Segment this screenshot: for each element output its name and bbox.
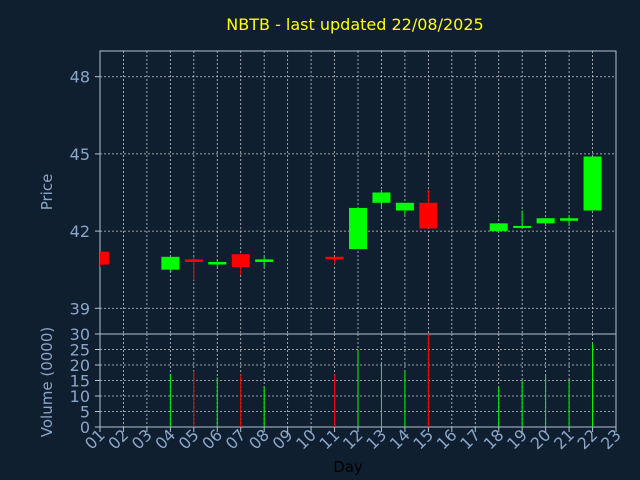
candle	[372, 189, 391, 208]
candle-body	[231, 254, 250, 268]
candle-body	[255, 259, 274, 262]
chart-title: NBTB - last updated 22/08/2025	[226, 15, 483, 34]
candle	[255, 256, 274, 268]
candle	[208, 259, 227, 268]
candles	[100, 156, 602, 280]
price-tick-label: 48	[70, 68, 90, 87]
candle-body	[372, 192, 391, 203]
volume-tick-label: 15	[70, 372, 90, 391]
price-axis-label: Price	[38, 174, 56, 211]
candle	[560, 215, 579, 226]
x-tick-label: 23	[597, 425, 625, 453]
volume-tick-label: 25	[70, 341, 90, 360]
candle	[100, 251, 109, 268]
x-axis-label: Day	[333, 458, 363, 476]
price-tick-label: 39	[70, 299, 90, 318]
volume-tick-label: 5	[80, 403, 90, 422]
x-axis-ticks: 0102030405060708091011121314151617181920…	[81, 425, 625, 453]
volume-tick-label: 20	[70, 356, 90, 375]
candle	[325, 256, 344, 265]
candle	[489, 223, 508, 232]
candle	[583, 156, 602, 211]
candle	[231, 254, 250, 275]
volume-tick-label: 30	[70, 325, 90, 344]
candle	[161, 256, 180, 273]
price-panel: 39 42 45 48	[70, 50, 617, 335]
volume-tick-label: 10	[70, 387, 90, 406]
candle-body	[489, 223, 508, 232]
candle	[513, 210, 532, 229]
candle-body	[395, 202, 414, 211]
candle-body	[349, 207, 367, 250]
candle-body	[208, 261, 227, 265]
candle-body	[100, 251, 109, 265]
candle-body	[536, 218, 555, 224]
candle	[395, 202, 414, 216]
candle	[349, 207, 367, 250]
candle-body	[325, 256, 344, 260]
volume-axis-label: Volume (0000)	[38, 327, 56, 437]
candle	[419, 189, 438, 229]
candle	[184, 256, 203, 280]
candle-body	[419, 202, 438, 229]
candle-body	[560, 218, 579, 221]
candle	[536, 218, 555, 226]
candle-body	[513, 225, 532, 228]
candle-body	[161, 256, 180, 270]
price-tick-label: 45	[70, 145, 90, 164]
volume-tick-label: 0	[80, 418, 90, 437]
candle-body	[583, 156, 602, 211]
price-tick-label: 42	[70, 222, 90, 241]
candle-body	[184, 259, 203, 262]
